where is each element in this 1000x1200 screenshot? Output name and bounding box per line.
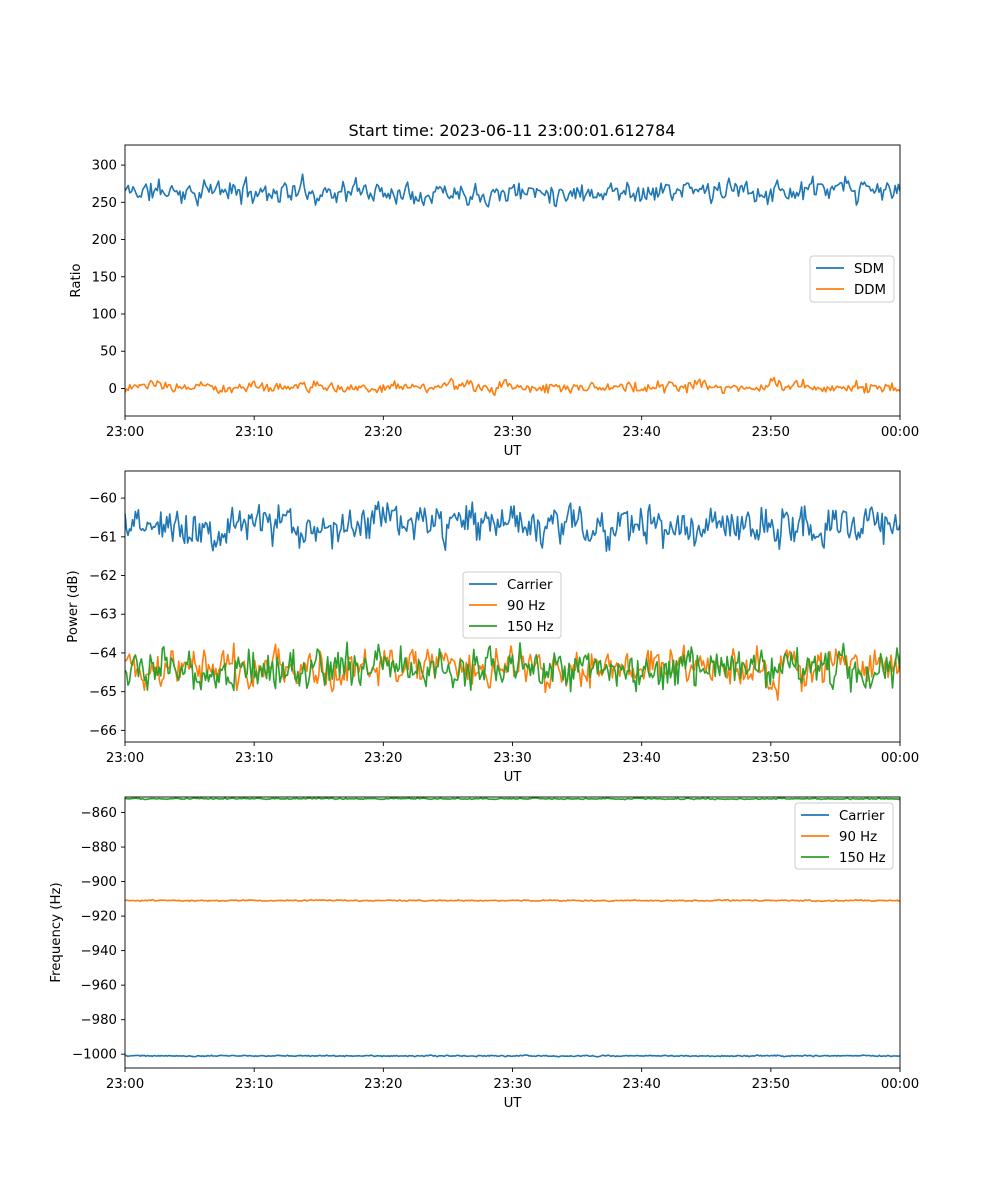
- y-tick-label: 200: [92, 233, 117, 248]
- x-tick-label: 23:00: [106, 1077, 144, 1092]
- y-tick-label: −61: [89, 530, 117, 545]
- series-line-sdm: [125, 173, 900, 208]
- x-tick-label: 23:30: [493, 751, 531, 766]
- y-tick-label: −980: [80, 1013, 117, 1028]
- y-tick-label: −66: [89, 724, 117, 739]
- axes-frame: [124, 796, 901, 1069]
- legend-entry: 150 Hz: [839, 851, 886, 866]
- x-tick-label: 23:40: [623, 751, 661, 766]
- y-tick-label: −880: [80, 841, 117, 856]
- x-tick-label: 23:00: [106, 425, 144, 440]
- y-tick-label: −63: [89, 608, 117, 623]
- x-tick-label: 23:40: [623, 1077, 661, 1092]
- x-tick-label: 00:00: [881, 425, 919, 440]
- x-tick-label: 23:10: [235, 751, 273, 766]
- series-line-150-hz: [125, 641, 900, 693]
- chart-title: Start time: 2023-06-11 23:00:01.612784: [349, 121, 676, 140]
- y-tick-label: −62: [89, 569, 117, 584]
- legend-entry: Carrier: [507, 578, 553, 593]
- x-tick-label: 23:10: [235, 1077, 273, 1092]
- x-tick-label: 00:00: [881, 751, 919, 766]
- legend: Carrier 90 Hz 150 Hz: [794, 802, 894, 870]
- series-line-carrier: [125, 1054, 900, 1058]
- chart-panel-3: 23:00 23:10 23:20 23:30 23:40 23:50 00:00 −860 −…: [49, 796, 919, 1111]
- series-line-90-hz: [125, 642, 900, 701]
- y-axis-label: Ratio: [69, 263, 84, 297]
- series-line-150-hz: [125, 797, 900, 801]
- x-tick-label: 23:10: [235, 425, 273, 440]
- x-tick-label: 00:00: [881, 1077, 919, 1092]
- x-tick-label: 23:50: [752, 425, 790, 440]
- x-tick-label: 23:20: [364, 425, 402, 440]
- x-axis-label: UT: [504, 770, 523, 785]
- x-tick-label: 23:50: [752, 1077, 790, 1092]
- series-line-90-hz: [125, 898, 900, 903]
- x-axis-label: UT: [504, 1096, 523, 1111]
- chart-panel-2: 23:00 23:10 23:20 23:30 23:40 23:50 00:00 −60 −6…: [66, 470, 919, 785]
- y-tick-label: 0: [109, 382, 117, 397]
- y-tick-label: 100: [92, 308, 117, 323]
- x-tick-label: 23:20: [364, 751, 402, 766]
- y-tick-label: 300: [92, 159, 117, 174]
- y-tick-label: −920: [80, 910, 117, 925]
- legend-box: [462, 571, 562, 639]
- legend-entry: 90 Hz: [507, 599, 545, 614]
- series-line-carrier: [125, 500, 900, 553]
- y-tick-label: −64: [89, 646, 117, 661]
- y-tick-label: −940: [80, 944, 117, 959]
- y-axis-label: Frequency (Hz): [49, 882, 64, 982]
- x-tick-label: 23:00: [106, 751, 144, 766]
- y-tick-label: 250: [92, 196, 117, 211]
- x-tick-label: 23:20: [364, 1077, 402, 1092]
- legend-box: [794, 802, 894, 870]
- legend-entry: DDM: [854, 283, 886, 298]
- series-line-ddm: [125, 376, 900, 397]
- x-axis-label: UT: [504, 444, 523, 459]
- legend: Carrier 90 Hz 150 Hz: [462, 571, 562, 639]
- y-tick-label: 50: [100, 345, 117, 360]
- axes-frame: [124, 144, 901, 417]
- legend-entry: 90 Hz: [839, 830, 877, 845]
- y-tick-label: −60: [89, 492, 117, 507]
- legend-entry: SDM: [854, 262, 884, 277]
- legend-entry: Carrier: [839, 809, 885, 824]
- y-tick-label: −65: [89, 685, 117, 700]
- y-tick-label: −860: [80, 806, 117, 821]
- x-tick-label: 23:30: [493, 425, 531, 440]
- y-tick-label: −1000: [72, 1048, 117, 1063]
- y-tick-label: −900: [80, 875, 117, 890]
- chart-panel-1: 23:00 23:10 23:20 23:30 23:40 23:50 00:00 0 50 10…: [69, 144, 919, 459]
- y-tick-label: 150: [92, 270, 117, 285]
- x-tick-label: 23:30: [493, 1077, 531, 1092]
- x-tick-label: 23:50: [752, 751, 790, 766]
- y-tick-label: −960: [80, 979, 117, 994]
- legend-entry: 150 Hz: [507, 620, 554, 635]
- x-tick-label: 23:40: [623, 425, 661, 440]
- y-axis-label: Power (dB): [66, 570, 81, 642]
- legend: SDM DDM: [809, 255, 895, 303]
